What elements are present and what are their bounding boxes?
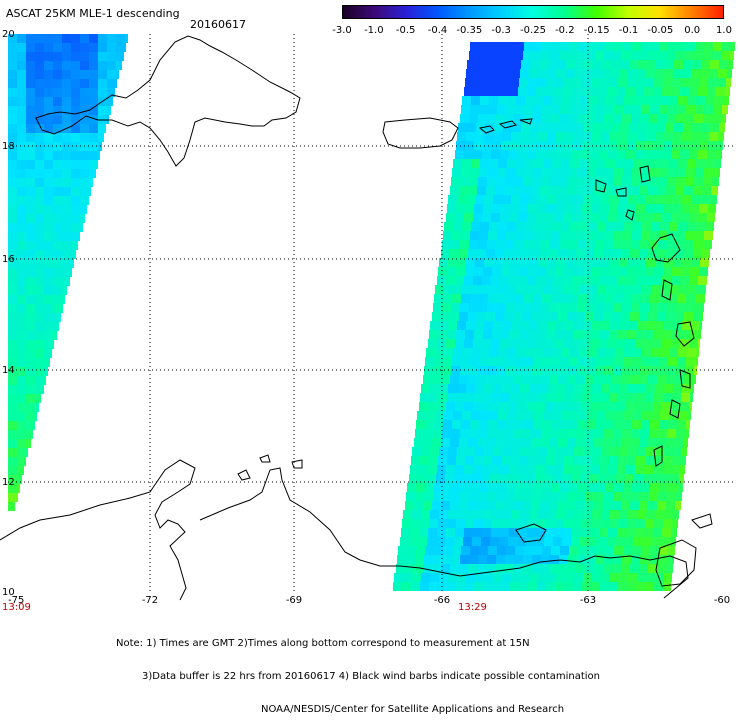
latitude-label: 10 — [2, 587, 15, 598]
footnote-line-3: NOAA/NESDIS/Center for Satellite Applica… — [261, 704, 565, 715]
colorbar-tick-label: -0.35 — [456, 25, 483, 36]
map-plot: 20 18 16 14 12 10-75 -72 -69 -66 -63 -60 13:09 13:29 — [0, 29, 735, 613]
wind-swath-data — [8, 34, 735, 591]
longitude-label: -66 — [434, 595, 450, 606]
footnote-line-2: 3)Data buffer is 22 hrs from 20160617 4)… — [142, 671, 600, 682]
colorbar-tick-label: -0.2 — [555, 25, 575, 36]
footnote-line-1: Note: 1) Times are GMT 2)Times along bot… — [116, 638, 530, 649]
hispaniola-coastline — [35, 35, 301, 167]
chart-title: ASCAT 25KM MLE-1 descending — [6, 7, 180, 20]
longitude-label: -72 — [142, 595, 158, 606]
colorbar-tick-label: -0.5 — [395, 25, 416, 36]
latitude-label: 20 — [2, 29, 15, 40]
colorbar-tick-label: -3.0 — [332, 25, 352, 36]
colorbar-tick-label: -0.05 — [647, 25, 674, 36]
pass-time-label: 13:09 — [2, 602, 31, 613]
latitude-label: 14 — [2, 365, 15, 376]
latitude-label: 16 — [2, 254, 15, 265]
virgin-islands-coastline — [478, 118, 533, 134]
longitude-label: -75 — [8, 595, 24, 606]
footnote: Note: 1) Times are GMT 2)Times along bot… — [116, 616, 600, 726]
coastlines — [0, 35, 713, 601]
colorbar-tick-label: -1.0 — [364, 25, 384, 36]
colorbar-tick-label: -0.15 — [583, 25, 610, 36]
longitude-label: -60 — [714, 595, 730, 606]
colorbar-tick-label: -0.25 — [520, 25, 546, 36]
longitude-label: -63 — [580, 595, 596, 606]
lat-lon-grid — [8, 34, 734, 592]
trinidad-coastline — [655, 513, 713, 587]
chart-date: 20160617 — [190, 18, 246, 31]
longitude-label: -69 — [286, 595, 302, 606]
latitude-label: 12 — [2, 477, 15, 488]
colorbar-tick-label: 1.0 — [716, 25, 732, 36]
south-america-coastline — [0, 459, 689, 601]
lesser-antilles-coastline — [595, 165, 695, 467]
pass-time-label: 13:29 — [458, 602, 487, 613]
margarita-coastline — [515, 523, 547, 543]
puerto-rico-coastline — [382, 117, 459, 149]
colorbar-tick-label: 0.0 — [684, 25, 701, 36]
axis-labels: 20 18 16 14 12 10-75 -72 -69 -66 -63 -60 13:09 13:29 — [2, 29, 730, 613]
colorbar-tick-label: -0.4 — [427, 25, 448, 36]
latitude-label: 18 — [2, 141, 15, 152]
colorbar-labels: -3.0 -1.0 -0.5 -0.4 -0.35 -0.3 -0.25 -0.2 -0.15-… — [330, 25, 734, 37]
abc-islands-coastline — [237, 454, 303, 481]
colorbar-tick-label: -0.3 — [491, 25, 511, 36]
colorbar — [342, 5, 724, 19]
colorbar-tick-label: -0.1 — [618, 25, 639, 36]
